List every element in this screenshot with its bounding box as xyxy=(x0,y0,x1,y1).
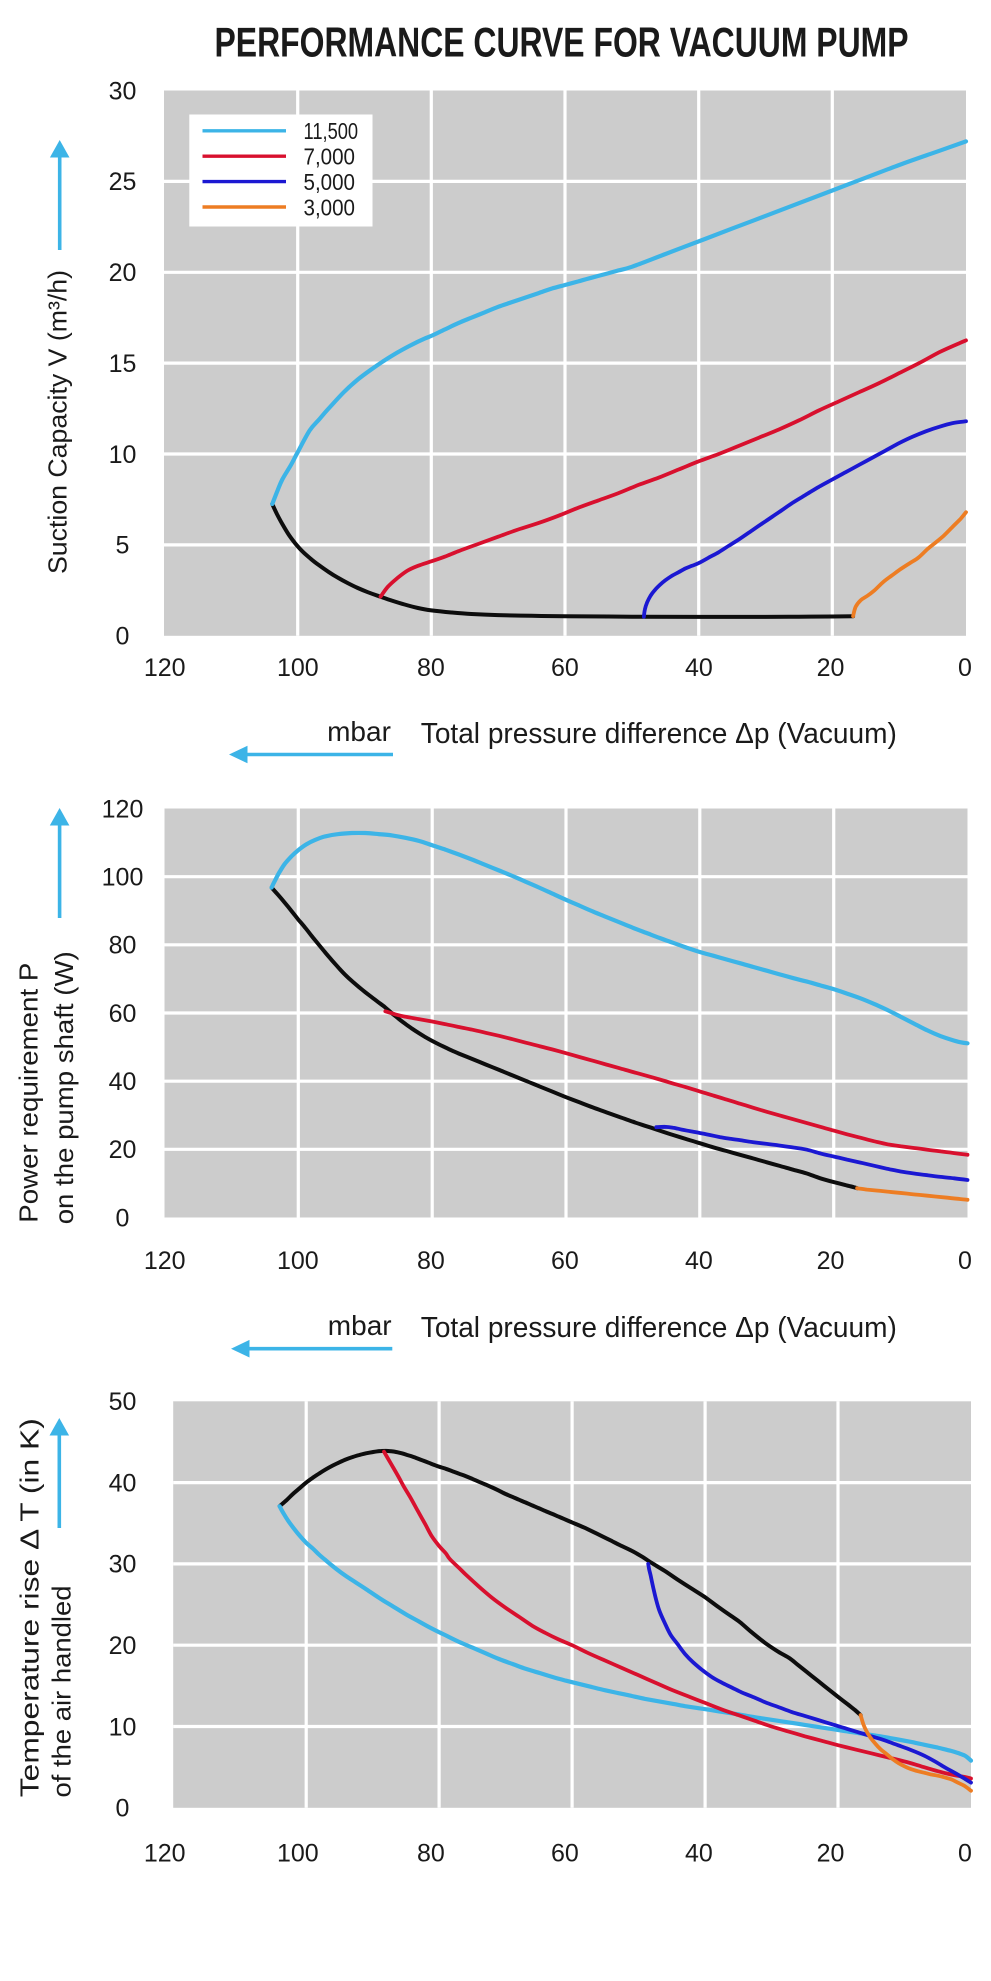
svg-text:3,000: 3,000 xyxy=(304,194,356,220)
svg-text:40: 40 xyxy=(109,1068,137,1096)
svg-text:120: 120 xyxy=(144,1839,186,1867)
svg-text:100: 100 xyxy=(102,864,144,892)
svg-text:60: 60 xyxy=(551,654,579,682)
svg-text:mbar: mbar xyxy=(328,1310,392,1341)
svg-text:20: 20 xyxy=(109,259,137,287)
svg-text:0: 0 xyxy=(958,1247,972,1275)
svg-text:20: 20 xyxy=(817,1247,845,1275)
svg-text:80: 80 xyxy=(417,1247,445,1275)
svg-text:11,500: 11,500 xyxy=(304,118,359,144)
svg-text:of the air handled: of the air handled xyxy=(47,1586,77,1798)
svg-text:0: 0 xyxy=(958,654,972,682)
svg-text:60: 60 xyxy=(551,1839,579,1867)
svg-text:0: 0 xyxy=(958,1839,972,1867)
svg-text:20: 20 xyxy=(817,1839,845,1867)
svg-text:20: 20 xyxy=(817,654,845,682)
svg-text:40: 40 xyxy=(685,1839,713,1867)
svg-text:5: 5 xyxy=(116,532,130,560)
svg-text:mbar: mbar xyxy=(327,716,391,747)
svg-text:30: 30 xyxy=(109,77,137,105)
svg-text:0: 0 xyxy=(116,1204,130,1232)
svg-text:40: 40 xyxy=(109,1469,137,1497)
svg-text:25: 25 xyxy=(109,168,137,196)
svg-text:10: 10 xyxy=(109,1713,137,1741)
svg-text:Temperature rise Δ T (in K): Temperature rise Δ T (in K) xyxy=(15,1418,45,1797)
svg-text:120: 120 xyxy=(144,654,186,682)
svg-text:60: 60 xyxy=(109,1000,137,1028)
svg-text:Total pressure difference Δp (: Total pressure difference Δp (Vacuum) xyxy=(421,718,897,750)
svg-text:0: 0 xyxy=(116,623,130,651)
svg-text:120: 120 xyxy=(144,1247,186,1275)
svg-text:PERFORMANCE CURVE FOR VACUUM P: PERFORMANCE CURVE FOR VACUUM PUMP xyxy=(215,19,909,66)
svg-text:on the pump shaft (W): on the pump shaft (W) xyxy=(49,951,79,1224)
svg-text:10: 10 xyxy=(109,441,137,469)
svg-text:7,000: 7,000 xyxy=(304,144,356,170)
svg-text:60: 60 xyxy=(551,1247,579,1275)
svg-text:20: 20 xyxy=(109,1632,137,1660)
svg-text:Suction Capacity V (m³/h): Suction Capacity V (m³/h) xyxy=(43,270,73,574)
svg-text:0: 0 xyxy=(116,1795,130,1823)
svg-text:120: 120 xyxy=(102,795,144,823)
svg-text:50: 50 xyxy=(109,1388,137,1416)
svg-text:40: 40 xyxy=(685,654,713,682)
svg-text:Total pressure difference Δp (: Total pressure difference Δp (Vacuum) xyxy=(421,1312,897,1344)
svg-text:100: 100 xyxy=(277,1247,319,1275)
svg-text:20: 20 xyxy=(109,1136,137,1164)
svg-text:5,000: 5,000 xyxy=(304,169,356,195)
svg-text:80: 80 xyxy=(109,932,137,960)
svg-text:100: 100 xyxy=(277,1839,319,1867)
svg-text:Power requirement P: Power requirement P xyxy=(14,963,44,1223)
svg-text:80: 80 xyxy=(417,654,445,682)
svg-text:40: 40 xyxy=(685,1247,713,1275)
svg-text:100: 100 xyxy=(277,654,319,682)
svg-text:80: 80 xyxy=(417,1839,445,1867)
svg-text:15: 15 xyxy=(109,350,137,378)
svg-text:30: 30 xyxy=(109,1551,137,1579)
